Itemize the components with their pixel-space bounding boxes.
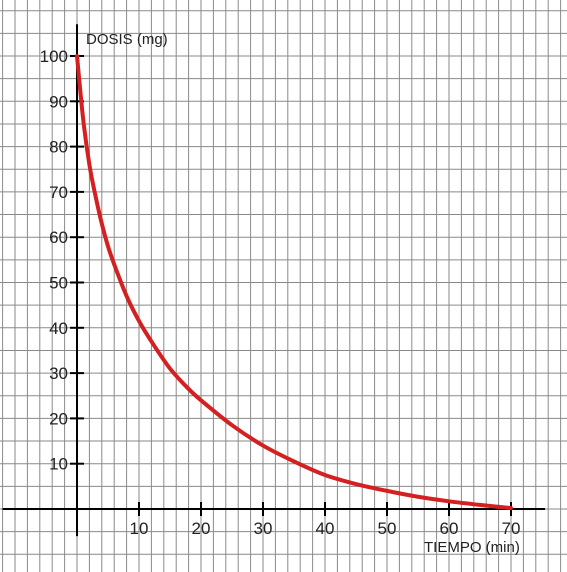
y-tick-label: 20 [49, 409, 68, 428]
x-tick-label: 60 [440, 519, 459, 538]
y-axis-title: DOSIS (mg) [86, 31, 168, 48]
x-axis-title: TIEMPO (min) [424, 539, 520, 556]
y-tick-label: 40 [49, 319, 68, 338]
y-tick-label: 90 [49, 92, 68, 111]
x-tick-label: 30 [254, 519, 273, 538]
y-tick-label: 30 [49, 364, 68, 383]
x-tick-label: 70 [502, 519, 521, 538]
axes [2, 24, 546, 537]
dose-curve [75, 54, 513, 511]
x-tick-label: 40 [316, 519, 335, 538]
x-tick-label: 10 [130, 519, 149, 538]
y-tick-label: 10 [49, 455, 68, 474]
y-tick-label: 70 [49, 183, 68, 202]
y-tick-label: 50 [49, 274, 68, 293]
y-tick-label: 100 [40, 47, 68, 66]
x-tick-label: 20 [192, 519, 211, 538]
x-tick-label: 50 [378, 519, 397, 538]
tick-marks [70, 55, 512, 516]
y-tick-label: 60 [49, 228, 68, 247]
tick-labels: 10 20 30 40 50 60 70 10 20 30 40 50 60 70 80 90 100 [40, 47, 521, 538]
y-tick-label: 80 [49, 138, 68, 157]
